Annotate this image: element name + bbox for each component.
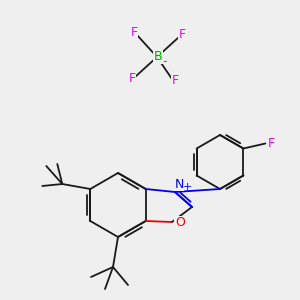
Text: +: + bbox=[182, 182, 192, 192]
Text: F: F bbox=[178, 28, 186, 41]
Text: B: B bbox=[154, 50, 162, 64]
Text: -: - bbox=[163, 56, 167, 68]
Text: F: F bbox=[128, 73, 136, 85]
Text: F: F bbox=[268, 137, 275, 150]
Text: F: F bbox=[171, 74, 178, 88]
Text: N: N bbox=[174, 178, 184, 190]
Text: F: F bbox=[130, 26, 138, 40]
Text: O: O bbox=[175, 217, 185, 230]
